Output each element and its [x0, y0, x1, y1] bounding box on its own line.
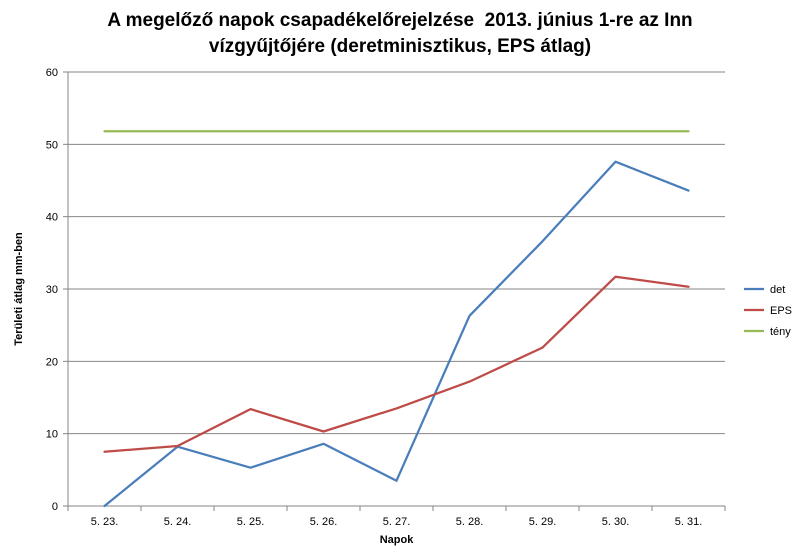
x-tick-label: 5. 25.	[237, 516, 265, 528]
chart-title-line-2: vízgyűjtőjére (deretminisztikus, EPS átl…	[208, 36, 592, 57]
x-tick-label: 5. 28.	[456, 516, 484, 528]
legend-label-det: det	[770, 284, 785, 296]
y-tick-label: 20	[46, 356, 58, 368]
axes	[63, 71, 726, 511]
legend-label-EPS: EPS	[770, 305, 792, 317]
x-axis-label: Napok	[380, 534, 415, 546]
gridlines	[68, 71, 725, 435]
y-tick-label: 40	[46, 212, 58, 224]
series-line-EPS	[103, 275, 690, 453]
x-tick-label: 5. 26.	[310, 516, 338, 528]
chart-title-line-1: A megelőző napok csapadékelőrejelzése 20…	[107, 10, 693, 31]
y-tick-label: 30	[46, 284, 58, 296]
x-tick-label: 5. 30.	[602, 516, 630, 528]
x-tick-label: 5. 29.	[529, 516, 557, 528]
chart-title: A megelőző napok csapadékelőrejelzése 20…	[0, 8, 800, 60]
x-tick-label: 5. 31.	[675, 516, 703, 528]
y-tick-labels: 0 10 20 30 40 50 60	[46, 67, 58, 513]
x-tick-label: 5. 23.	[91, 516, 119, 528]
legend: det EPS tény	[744, 284, 792, 338]
x-tick-label: 5. 24.	[164, 516, 192, 528]
y-axis-label: Területi átlag mm-ben	[13, 232, 25, 346]
x-tick-label: 5. 27.	[383, 516, 411, 528]
x-tick-labels: 5. 23. 5. 24. 5. 25. 5. 26. 5. 27. 5. 28. 5. 2…	[91, 516, 703, 528]
y-tick-label: 10	[46, 429, 58, 441]
y-tick-label: 60	[46, 67, 58, 79]
y-tick-label: 50	[46, 139, 58, 151]
series-line-det	[103, 160, 690, 508]
y-tick-label: 0	[52, 501, 58, 513]
series-lines	[103, 130, 690, 508]
legend-label-tény: tény	[770, 326, 791, 338]
